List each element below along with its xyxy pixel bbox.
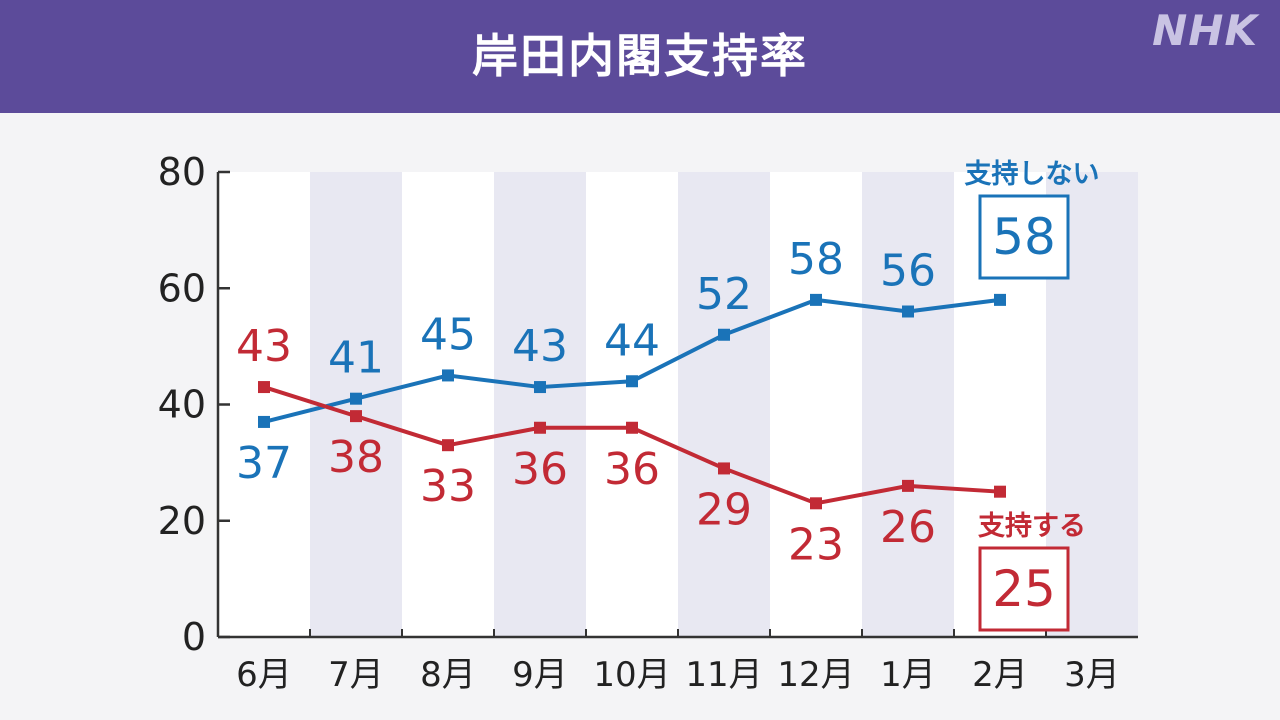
data-label: 33 [420,461,476,512]
data-point [534,421,546,434]
data-label: 36 [604,444,660,495]
data-label: 43 [512,321,568,372]
data-point [810,497,822,510]
column-band [862,172,954,637]
data-point [994,293,1006,306]
x-tick-label: 10月 [593,655,670,695]
column-band [494,172,586,637]
y-axis-ticks: 0 20 40 60 80 [158,150,230,659]
data-label: 38 [328,432,384,483]
data-point [994,485,1006,498]
series-lines [258,293,1006,510]
nhk-logo: NHK [1152,6,1258,55]
data-label: 52 [696,269,752,320]
x-tick-label: 11月 [685,655,762,695]
data-point [718,462,730,475]
data-label: 23 [788,519,844,570]
data-point [902,479,914,492]
data-label: 56 [880,246,936,297]
y-tick-label: 20 [158,499,206,543]
x-tick-label: 12月 [777,655,854,695]
data-labels: 37 41 45 43 44 52 58 56 43 38 33 36 36 29 23 26 [236,234,936,570]
data-label: 43 [236,321,292,372]
data-point [626,375,638,388]
data-label: 58 [788,234,844,285]
x-tick-label: 3月 [1064,655,1120,695]
column-band [678,172,770,637]
series-name-label: 支持しない [965,159,1100,190]
latest-value-label: 25 [992,560,1056,618]
y-tick-label: 0 [182,615,206,659]
title-bar: 岸田内閣支持率 NHK [0,0,1280,113]
x-tick-label: 9月 [512,655,568,695]
x-tick-label: 2月 [972,655,1028,695]
y-tick-label: 80 [158,150,206,194]
data-point [626,421,638,434]
latest-value-label: 58 [992,208,1056,266]
data-point [442,369,454,382]
data-label: 45 [420,309,476,360]
data-label: 29 [696,484,752,535]
x-axis-ticks: 6月 7月 8月 9月 10月 11月 12月 1月 2月 3月 [236,655,1120,695]
series-name-label: 支持する [978,511,1086,542]
data-label: 44 [604,315,660,366]
chart-title: 岸田内閣支持率 [472,29,808,83]
data-point [258,415,270,428]
series-labels: 支持しない 58 支持する 25 [965,159,1100,632]
latest-value-box [978,194,1070,280]
data-point [258,381,270,394]
data-point [442,439,454,452]
data-point [718,328,730,341]
x-tick-label: 8月 [420,655,476,695]
x-tick-label: 7月 [328,655,384,695]
y-tick-label: 60 [158,266,206,310]
data-point [350,392,362,405]
data-label: 37 [236,438,292,489]
x-tick-label: 1月 [880,655,936,695]
data-point [534,381,546,394]
data-point [902,305,914,318]
data-label: 41 [328,333,384,384]
data-label: 26 [880,502,936,553]
data-point [350,410,362,423]
latest-value-box [978,546,1070,632]
data-label: 36 [512,444,568,495]
y-tick-label: 40 [158,383,206,427]
data-point [810,293,822,306]
x-tick-label: 6月 [236,655,292,695]
